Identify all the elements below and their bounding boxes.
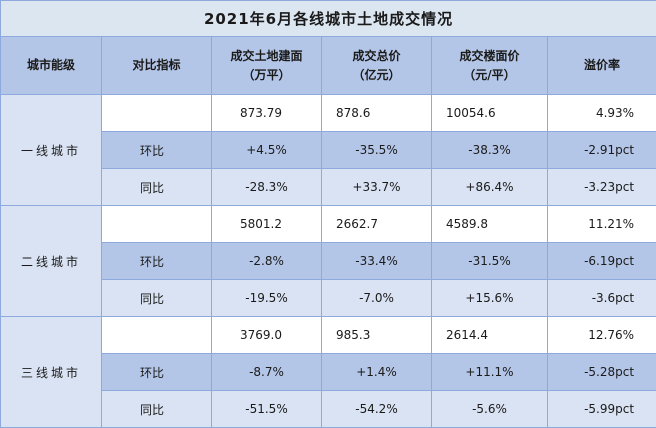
price-cell: +15.6%	[432, 280, 548, 317]
header-price-line2: （元/平）	[463, 68, 515, 82]
header-price-line1: 成交楼面价	[459, 49, 519, 63]
metric-cell: 环比	[102, 354, 212, 391]
header-premium: 溢价率	[548, 37, 656, 95]
price-cell: -38.3%	[432, 132, 548, 169]
amount-cell: -7.0%	[322, 280, 432, 317]
header-area-line2: （万平）	[242, 68, 290, 82]
tier-label: 二线城市	[1, 206, 102, 317]
price-cell: -31.5%	[432, 243, 548, 280]
premium-cell: 12.76%	[548, 317, 656, 354]
title-row: 2021年6月各线城市土地成交情况	[1, 1, 656, 37]
area-cell: -51.5%	[212, 391, 322, 428]
premium-cell: 11.21%	[548, 206, 656, 243]
price-cell: +86.4%	[432, 169, 548, 206]
amount-cell: +1.4%	[322, 354, 432, 391]
amount-cell: 985.3	[322, 317, 432, 354]
header-area: 成交土地建面 （万平）	[212, 37, 322, 95]
amount-cell: +33.7%	[322, 169, 432, 206]
area-cell: 3769.0	[212, 317, 322, 354]
area-cell: -2.8%	[212, 243, 322, 280]
amount-cell: -35.5%	[322, 132, 432, 169]
premium-cell: -6.19pct	[548, 243, 656, 280]
metric-cell: 同比	[102, 391, 212, 428]
header-amount-line2: （亿元）	[352, 68, 400, 82]
amount-cell: -33.4%	[322, 243, 432, 280]
table-row: 一线城市 873.79 878.6 10054.6 4.93%	[1, 95, 656, 132]
amount-cell: -54.2%	[322, 391, 432, 428]
metric-cell: 同比	[102, 169, 212, 206]
header-row: 城市能级 对比指标 成交土地建面 （万平） 成交总价 （亿元） 成交楼面价 （元/平）…	[1, 37, 656, 95]
premium-cell: -5.28pct	[548, 354, 656, 391]
tier-label: 三线城市	[1, 317, 102, 428]
premium-cell: -2.91pct	[548, 132, 656, 169]
header-price: 成交楼面价 （元/平）	[432, 37, 548, 95]
amount-cell: 878.6	[322, 95, 432, 132]
price-cell: +11.1%	[432, 354, 548, 391]
metric-cell	[102, 206, 212, 243]
header-area-line1: 成交土地建面	[230, 49, 302, 63]
metric-cell: 环比	[102, 132, 212, 169]
area-cell: 873.79	[212, 95, 322, 132]
header-metric: 对比指标	[102, 37, 212, 95]
amount-cell: 2662.7	[322, 206, 432, 243]
price-cell: 2614.4	[432, 317, 548, 354]
price-cell: 4589.8	[432, 206, 548, 243]
table-title: 2021年6月各线城市土地成交情况	[1, 1, 656, 37]
premium-cell: 4.93%	[548, 95, 656, 132]
header-tier: 城市能级	[1, 37, 102, 95]
header-amount-line1: 成交总价	[352, 49, 400, 63]
metric-cell: 同比	[102, 280, 212, 317]
tier-label: 一线城市	[1, 95, 102, 206]
table-row: 二线城市 5801.2 2662.7 4589.8 11.21%	[1, 206, 656, 243]
metric-cell: 环比	[102, 243, 212, 280]
premium-cell: -3.23pct	[548, 169, 656, 206]
area-cell: -19.5%	[212, 280, 322, 317]
premium-cell: -3.6pct	[548, 280, 656, 317]
area-cell: -8.7%	[212, 354, 322, 391]
metric-cell	[102, 95, 212, 132]
premium-cell: -5.99pct	[548, 391, 656, 428]
price-cell: -5.6%	[432, 391, 548, 428]
area-cell: -28.3%	[212, 169, 322, 206]
table-row: 三线城市 3769.0 985.3 2614.4 12.76%	[1, 317, 656, 354]
header-amount: 成交总价 （亿元）	[322, 37, 432, 95]
price-cell: 10054.6	[432, 95, 548, 132]
area-cell: +4.5%	[212, 132, 322, 169]
metric-cell	[102, 317, 212, 354]
area-cell: 5801.2	[212, 206, 322, 243]
